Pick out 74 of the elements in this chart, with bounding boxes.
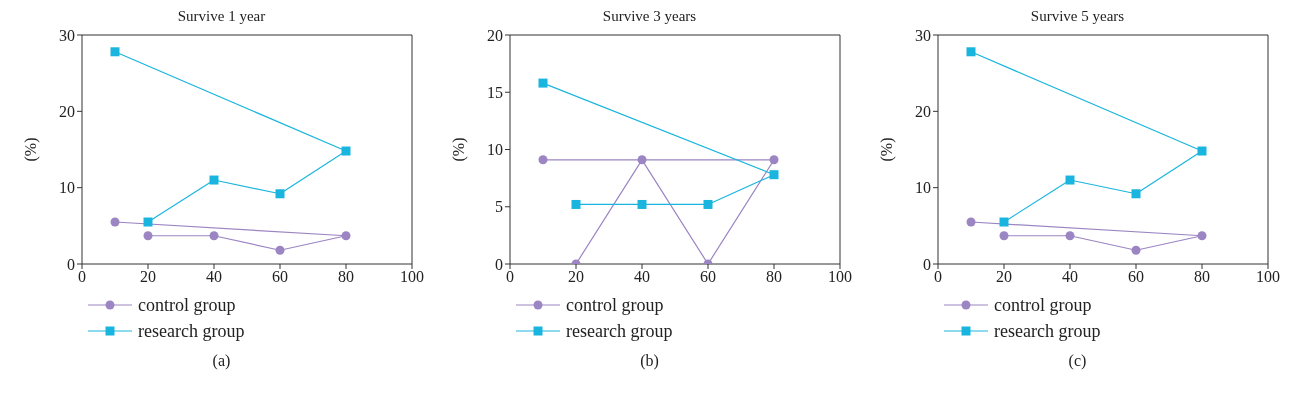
chart-title: Survive 1 year (176, 8, 267, 26)
y-tick-label: 20 (915, 103, 931, 121)
text: (a) (211, 352, 232, 370)
x-tick-label: 60 (1128, 268, 1144, 286)
x-tick-label: 20 (140, 268, 156, 286)
x-tick-label: 100 (828, 268, 852, 286)
point (1065, 231, 1075, 241)
y-tick-label: 10 (487, 141, 503, 159)
point (1197, 146, 1207, 156)
legend-label: research group (566, 320, 673, 342)
y-tick-label: 15 (487, 83, 503, 101)
point (538, 78, 548, 88)
y-tick-label: 0 (495, 255, 503, 273)
x-tick-label: 80 (766, 268, 782, 286)
x-tick-label: 0 (934, 268, 942, 286)
legend-label: control group (566, 294, 664, 316)
y-tick-label: 20 (487, 26, 503, 44)
point (769, 155, 779, 165)
x-tick-label: 80 (1194, 268, 1210, 286)
point (999, 217, 1009, 227)
y-axis-title: (%) (449, 137, 468, 162)
x-tick-label: 0 (78, 268, 86, 286)
chart-title: Survive 5 years (1029, 8, 1126, 26)
x-tick-label: 20 (996, 268, 1012, 286)
point (341, 231, 351, 241)
x-tick-label: 60 (700, 268, 716, 286)
legend-label: control group (138, 294, 236, 316)
x-tick-label: 20 (568, 268, 584, 286)
legend-label: research group (994, 320, 1101, 342)
point (637, 199, 647, 209)
point (703, 199, 713, 209)
text: (b) (639, 352, 660, 370)
y-tick-label: 10 (915, 179, 931, 197)
point (209, 231, 219, 241)
point (966, 217, 976, 227)
point (999, 231, 1009, 241)
point (966, 47, 976, 57)
x-tick-label: 100 (1256, 268, 1280, 286)
x-tick-label: 40 (1062, 268, 1078, 286)
point (341, 146, 351, 156)
y-tick-label: 5 (495, 198, 503, 216)
point (110, 47, 120, 57)
point (143, 217, 153, 227)
x-tick-label: 100 (400, 268, 424, 286)
point (1197, 231, 1207, 241)
point (571, 199, 581, 209)
point (209, 175, 219, 185)
y-axis-title: (%) (877, 137, 896, 162)
x-tick-label: 0 (506, 268, 514, 286)
point (1131, 189, 1141, 199)
y-tick-label: 30 (915, 26, 931, 44)
point (637, 155, 647, 165)
y-axis-title: (%) (21, 137, 40, 162)
point (769, 170, 779, 180)
x-tick-label: 80 (338, 268, 354, 286)
y-tick-label: 30 (59, 26, 75, 44)
point (143, 231, 153, 241)
point (1065, 175, 1075, 185)
y-tick-label: 0 (923, 255, 931, 273)
x-tick-label: 40 (206, 268, 222, 286)
y-tick-label: 10 (59, 179, 75, 197)
point (275, 245, 285, 255)
y-tick-label: 0 (67, 255, 75, 273)
point (538, 155, 548, 165)
point (110, 217, 120, 227)
y-tick-label: 20 (59, 103, 75, 121)
point (275, 189, 285, 199)
x-tick-label: 40 (634, 268, 650, 286)
text: (c) (1067, 352, 1088, 370)
point (1131, 245, 1141, 255)
legend-label: research group (138, 320, 245, 342)
chart-title: Survive 3 years (601, 8, 698, 26)
x-tick-label: 60 (272, 268, 288, 286)
legend-label: control group (994, 294, 1092, 316)
